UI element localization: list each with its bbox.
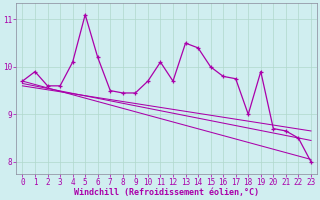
X-axis label: Windchill (Refroidissement éolien,°C): Windchill (Refroidissement éolien,°C) — [74, 188, 259, 197]
